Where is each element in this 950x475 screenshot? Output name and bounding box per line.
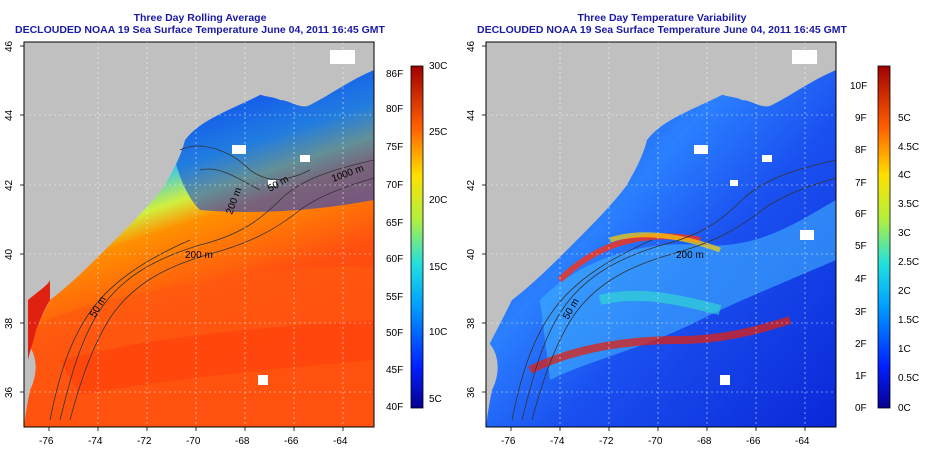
right-colorbar-c-label: 3C: [898, 228, 911, 239]
left-lat-tick: 38: [4, 317, 15, 329]
right-colorbar-f-label: 0F: [855, 403, 867, 414]
right-colorbar-c-label: 4.5C: [898, 142, 920, 153]
right-lat-tick: 42: [466, 179, 477, 191]
right-colorbar-c-label: 5C: [898, 113, 911, 124]
left-colorbar-c-label: 5C: [429, 394, 442, 405]
left-colorbar-f-label: 45F: [386, 365, 404, 376]
right-lat-tick: 40: [466, 248, 477, 260]
left-gridlines: [24, 42, 374, 427]
right-lat-tick: 38: [466, 317, 477, 329]
left-colorbar-c-label: 10C: [429, 327, 448, 338]
right-colorbar-c-label: 3.5C: [898, 199, 920, 210]
left-lon-tick: -72: [137, 436, 152, 447]
right-colorbar-f-label: 6F: [855, 209, 867, 220]
right-colorbar-c-label: 4C: [898, 170, 911, 181]
right-lat-tick: 46: [466, 40, 477, 52]
right-title-line1: Three Day Temperature Variability: [577, 12, 747, 24]
right-colorbar-f-label: 3F: [855, 307, 867, 318]
right-colorbar-f-label: 7F: [855, 178, 867, 189]
left-lon-tick: -74: [88, 436, 103, 447]
right-colorbar-c-label: 1C: [898, 344, 911, 355]
left-colorbar-f-label: 86F: [386, 69, 404, 80]
right-title-line2: DECLOUDED NOAA 19 Sea Surface Temperatur…: [477, 24, 847, 36]
right-colorbar-f-label: 4F: [855, 274, 867, 285]
right-map: [486, 42, 836, 427]
left-colorbar-f-label: 40F: [386, 402, 404, 413]
left-colorbar-f-label: 60F: [386, 254, 404, 265]
right-lon-tick: -68: [697, 436, 712, 447]
left-lon-tick: -64: [333, 436, 348, 447]
right-lat-tick: 44: [466, 109, 477, 121]
right-frame: [485, 41, 837, 428]
right-colorbar-f-label: 5F: [855, 241, 867, 252]
left-colorbar-c-label: 20C: [429, 195, 448, 206]
left-colorbar-c-label: 25C: [429, 127, 448, 138]
right-lon-tick: -76: [501, 436, 516, 447]
left-lon-tick: -76: [39, 436, 54, 447]
right-contour-label: 200 m: [676, 250, 704, 261]
right-colorbar-c-label: 0.5C: [898, 373, 920, 384]
left-lat-tick: 36: [4, 386, 15, 398]
right-colorbar-f-label: 1F: [855, 371, 867, 382]
left-colorbar-f-label: 65F: [386, 218, 404, 229]
right-lon-tick: -66: [746, 436, 761, 447]
left-colorbar: [410, 65, 424, 409]
right-lat-tick: 36: [466, 386, 477, 398]
right-colorbar-f-label: 9F: [855, 113, 867, 124]
left-lat-tick: 42: [4, 179, 15, 191]
left-title-line1: Three Day Rolling Average: [133, 12, 267, 24]
left-cloud-patches: [232, 50, 355, 385]
axis-tick-marks: [20, 45, 806, 431]
right-cloud-patches: [694, 50, 817, 385]
left-colorbar-f-label: 70F: [386, 180, 404, 191]
right-colorbar-c-label: 0C: [898, 403, 911, 414]
right-lon-tick: -64: [795, 436, 810, 447]
right-colorbar: [877, 65, 891, 409]
left-colorbar-f-label: 75F: [386, 142, 404, 153]
left-lat-tick: 46: [4, 40, 15, 52]
left-colorbar-c-label: 30C: [429, 61, 448, 72]
left-lon-tick: -70: [186, 436, 201, 447]
right-colorbar-c-label: 1.5C: [898, 315, 920, 326]
right-colorbar-f-label: 8F: [855, 145, 867, 156]
left-frame: [23, 41, 375, 428]
right-colorbar-f-label: 10F: [850, 81, 868, 92]
left-colorbar-f-label: 80F: [386, 104, 404, 115]
right-colorbar-c-label: 2.5C: [898, 257, 920, 268]
right-colorbar-f-label: 2F: [855, 339, 867, 350]
left-lat-tick: 40: [4, 248, 15, 260]
left-title-line2: DECLOUDED NOAA 19 Sea Surface Temperatur…: [15, 24, 385, 36]
left-lat-tick: 44: [4, 109, 15, 121]
right-lon-tick: -72: [599, 436, 614, 447]
right-lon-tick: -74: [550, 436, 565, 447]
left-colorbar-f-label: 55F: [386, 292, 404, 303]
left-contour-label: 200 m: [185, 250, 213, 261]
left-colorbar-f-label: 50F: [386, 328, 404, 339]
left-colorbar-c-label: 15C: [429, 262, 448, 273]
left-map: [24, 42, 374, 427]
right-lon-tick: -70: [648, 436, 663, 447]
right-land-mainland: [486, 42, 762, 350]
left-land-mainland: [24, 42, 300, 350]
right-colorbar-c-label: 2C: [898, 286, 911, 297]
left-lon-tick: -66: [284, 436, 299, 447]
right-gridlines: [486, 42, 836, 427]
left-lon-tick: -68: [235, 436, 250, 447]
